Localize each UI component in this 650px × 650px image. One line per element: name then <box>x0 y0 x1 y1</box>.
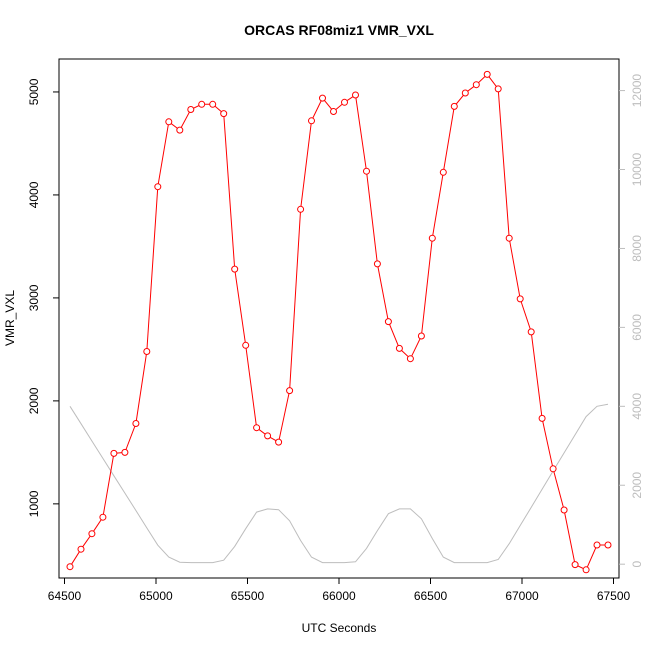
left-axis-series-line <box>69 73 608 571</box>
y-tick-label: 1000 <box>27 490 41 517</box>
data-point <box>384 318 392 326</box>
data-point <box>253 424 261 432</box>
data-point <box>439 168 447 176</box>
x-axis-title: UTC Seconds <box>302 621 377 635</box>
y-axis-title: VMR_VXL <box>3 290 17 346</box>
data-point <box>373 260 381 268</box>
right-axis-series-line <box>69 403 609 564</box>
data-point <box>319 94 326 102</box>
y-tick-label: 3000 <box>27 284 41 311</box>
data-point <box>428 234 436 242</box>
data-point <box>472 81 480 89</box>
series-layer <box>66 70 612 574</box>
data-point <box>297 205 305 213</box>
data-point <box>341 98 348 106</box>
chart-title: ORCAS RF08miz1 VMR_VXL <box>244 22 434 38</box>
data-point <box>286 387 294 395</box>
y2-tick-label: 4000 <box>630 393 644 420</box>
data-point <box>352 91 359 99</box>
data-point <box>220 110 228 118</box>
data-point <box>450 102 458 110</box>
data-point <box>88 530 96 538</box>
data-point <box>275 438 283 446</box>
data-point <box>417 332 425 340</box>
data-point <box>264 432 272 440</box>
data-point <box>330 108 337 115</box>
data-point <box>308 117 315 125</box>
y2-tick-label: 8000 <box>630 235 644 262</box>
data-point <box>77 545 85 553</box>
y-axis-right: 0 2000 4000 6000 8000 10000 12000 <box>619 74 644 568</box>
data-point <box>242 341 250 349</box>
x-tick-label: 66500 <box>414 589 448 603</box>
y2-tick-label: 2000 <box>630 472 644 499</box>
x-tick-label: 66000 <box>322 589 356 603</box>
data-point <box>121 448 129 456</box>
data-point <box>571 561 579 569</box>
data-point <box>516 295 524 303</box>
data-point <box>363 167 370 175</box>
data-point <box>593 541 601 549</box>
data-point <box>538 414 546 422</box>
x-tick-label: 65500 <box>231 589 265 603</box>
data-point <box>560 506 568 514</box>
data-point <box>604 541 612 549</box>
y2-tick-label: 0 <box>630 561 644 568</box>
data-point <box>165 118 173 126</box>
data-point <box>143 348 151 355</box>
data-point <box>461 89 469 97</box>
x-tick-label: 67000 <box>505 589 539 603</box>
y2-tick-label: 12000 <box>630 74 644 108</box>
data-point <box>66 563 74 571</box>
y2-tick-label: 6000 <box>630 314 644 341</box>
data-point <box>154 183 162 191</box>
data-point <box>176 126 184 134</box>
x-tick-label: 64500 <box>48 589 82 603</box>
data-point <box>549 465 557 473</box>
x-tick-label: 67500 <box>597 589 631 603</box>
data-point <box>395 344 403 352</box>
data-point <box>231 265 239 273</box>
x-tick-label: 65000 <box>139 589 173 603</box>
data-point <box>110 449 118 457</box>
data-point <box>483 70 491 78</box>
data-point <box>187 106 195 113</box>
data-point <box>505 234 513 242</box>
data-point <box>582 566 590 574</box>
y-axis-left: 1000 2000 3000 4000 5000 <box>27 78 59 517</box>
data-point <box>494 85 502 93</box>
data-point <box>198 100 206 108</box>
y-tick-label: 2000 <box>27 387 41 414</box>
x-axis: 64500 65000 65500 66000 66500 67000 67500 <box>48 578 631 603</box>
y-tick-label: 4000 <box>27 181 41 208</box>
data-point <box>132 420 140 427</box>
data-point <box>406 355 414 363</box>
data-point <box>99 513 107 521</box>
y-tick-label: 5000 <box>27 78 41 105</box>
data-point <box>527 328 535 336</box>
y2-tick-label: 10000 <box>630 153 644 187</box>
data-point <box>209 100 217 108</box>
